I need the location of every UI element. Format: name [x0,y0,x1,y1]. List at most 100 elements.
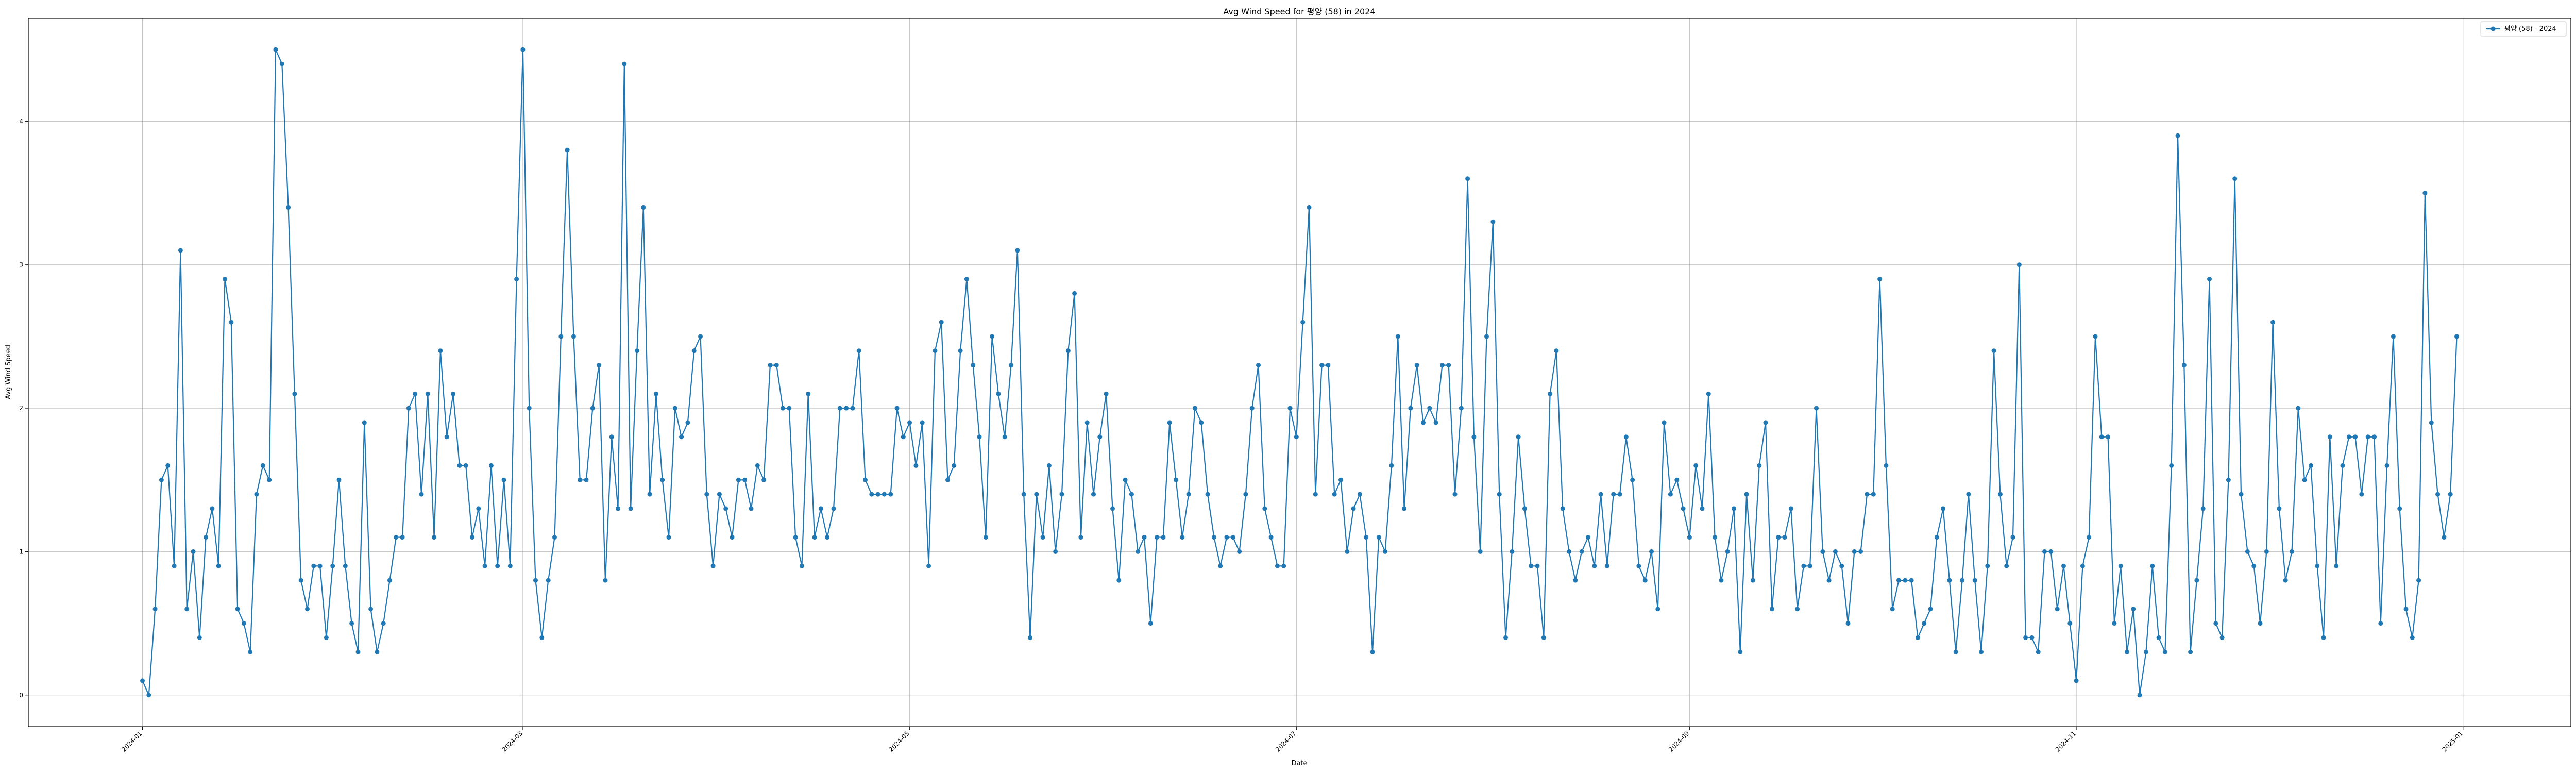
data-point [267,477,272,482]
data-point [2169,463,2174,468]
data-point [1795,607,1800,612]
data-point [2194,578,2199,583]
data-point [1471,434,1477,440]
data-point [2277,506,2282,511]
data-point [1370,649,1375,654]
data-point [1788,506,1793,511]
data-point [1871,492,1876,497]
data-point [1896,578,1901,583]
data-point [1668,492,1673,497]
data-point [1529,563,1534,568]
data-point [571,334,576,339]
data-point [774,363,779,368]
data-point [2416,578,2421,583]
data-point [818,506,823,511]
data-point [2112,621,2117,626]
data-point [1497,492,1502,497]
data-point [850,406,855,411]
data-point [1985,563,1990,568]
data-point [1744,492,1749,497]
data-point [1357,492,1362,497]
legend-marker-swatch [2490,26,2496,31]
data-point [634,348,639,354]
data-point [1028,635,1032,640]
data-point [2106,434,2111,440]
data-point [349,621,354,626]
data-point [368,607,374,612]
data-point [286,205,291,210]
data-point [660,477,665,482]
y-axis-label: Avg Wind Speed [5,345,12,399]
data-point [799,563,804,568]
data-point [1490,219,1496,224]
data-point [355,649,361,654]
data-point [672,406,677,411]
data-point [2048,549,2054,554]
data-point [1053,549,1058,554]
data-point [856,348,861,354]
data-point [831,506,836,511]
data-point [1877,277,1883,282]
data-point [2429,420,2434,425]
data-point [2239,492,2244,497]
data-point [565,147,570,153]
data-point [204,535,209,540]
plot-frame [28,18,2571,727]
data-point [1769,607,1774,612]
data-point [812,535,817,540]
data-point [1484,334,1489,339]
data-point [723,506,728,511]
data-point [229,320,234,325]
data-point [1674,477,1680,482]
data-point [413,391,418,396]
data-point [1928,607,1933,612]
data-point [888,492,893,497]
data-point [1763,420,1768,425]
data-point [1510,549,1515,554]
data-point [2321,635,2326,640]
data-point [1300,320,1306,325]
data-point [2162,649,2167,654]
data-point [1611,492,1616,497]
data-point [1516,434,1521,440]
y-tick-label: 4 [19,117,23,125]
data-point [2061,563,2066,568]
y-tick-label: 0 [19,692,23,699]
data-point [533,578,538,583]
data-point [1211,535,1216,540]
data-point [1123,477,1128,482]
data-point [470,535,474,540]
data-point [1852,549,1857,554]
legend-box [2480,21,2567,37]
data-point [844,406,849,411]
data-point [1319,363,1325,368]
data-point [1009,363,1013,368]
data-point [343,563,348,568]
data-point [1719,578,1724,583]
data-point [1884,463,1889,468]
data-point [317,563,323,568]
data-point [1681,506,1686,511]
data-point [1573,578,1578,583]
data-point [1395,334,1400,339]
data-point [476,506,481,511]
data-point [1820,549,1825,554]
data-point [1839,563,1844,568]
grid-layer [28,18,2571,727]
data-point [1960,578,1965,583]
data-point [1421,420,1426,425]
data-point [1332,492,1337,497]
data-point [1732,506,1736,511]
data-point [1307,205,1312,210]
data-point [1249,406,1255,411]
data-point [793,535,798,540]
data-point [2175,133,2180,138]
data-point [2448,492,2453,497]
data-point [1072,291,1077,296]
data-point [298,578,303,583]
data-point [2093,334,2098,339]
data-point [1997,492,2003,497]
data-point [2036,649,2041,654]
data-point [235,607,240,612]
